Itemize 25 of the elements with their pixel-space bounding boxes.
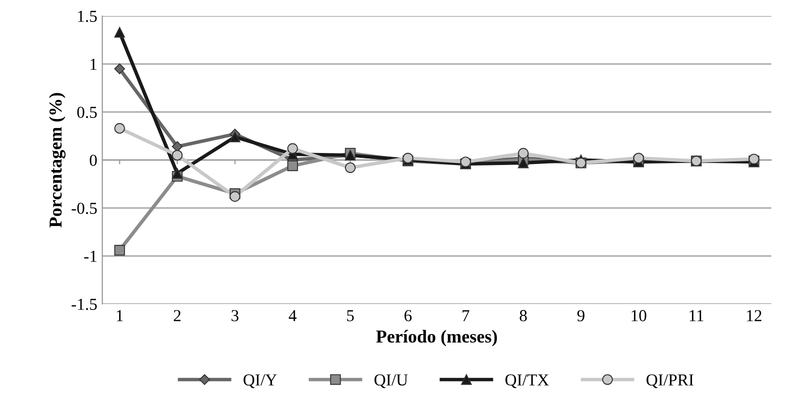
legend-label: QI/U [374,374,408,388]
y-tick-label: -1 [84,250,96,262]
legend-label: QI/TX [505,374,549,388]
x-tick-label: 10 [632,310,646,322]
x-tick-label: 1 [116,310,123,322]
x-tick-label: 11 [690,310,704,322]
y-tick-label: -0.5 [72,202,97,214]
x-tick-label: 7 [462,310,470,322]
y-axis-title: Porcentagem (%) [48,93,66,228]
x-tick-label: 8 [520,310,527,322]
legend-label: QI/PRI [646,374,694,388]
x-tick-label: 6 [404,310,412,322]
x-axis-title: Período (meses) [376,330,497,346]
y-tick-label: 1 [90,58,96,70]
x-tick-label: 4 [288,310,297,322]
legend-label: QI/Y [244,374,277,388]
y-tick-label: 0.5 [77,106,97,118]
y-tick-label: 0 [90,154,97,166]
x-tick-label: 12 [747,310,762,322]
x-tick-label: 5 [347,310,354,322]
y-tick-label: 1.5 [78,10,97,22]
x-tick-label: 2 [174,310,181,322]
x-tick-label: 9 [577,310,584,322]
y-tick-label: -1.5 [72,298,97,310]
x-tick-label: 3 [232,310,238,322]
